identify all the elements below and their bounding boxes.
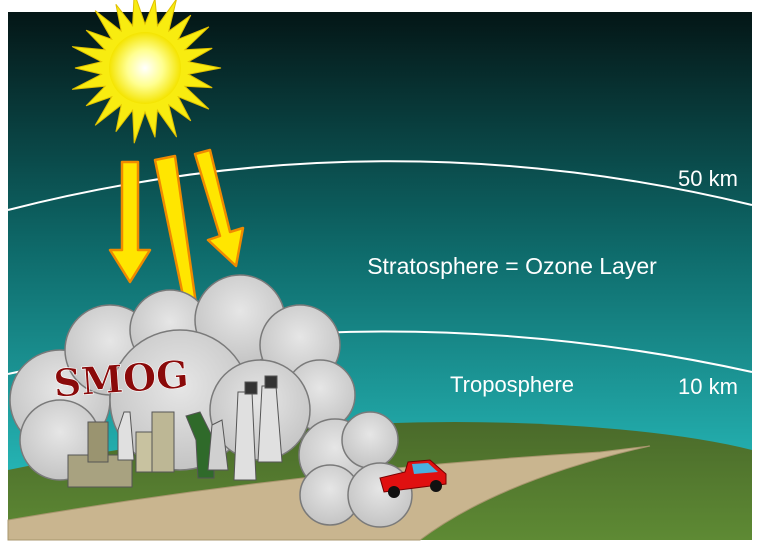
lower-altitude-label: 10 km	[678, 374, 738, 399]
troposphere-label: Troposphere	[450, 372, 574, 397]
upper-altitude-label: 50 km	[678, 166, 738, 191]
stratosphere-label: Stratosphere = Ozone Layer	[367, 253, 657, 279]
smog-label: SMOG	[52, 351, 190, 405]
page: {"labels": {"upper_altitude": "50 km", "…	[0, 0, 758, 544]
ozone-diagram: SMOG 50 km Stratosphere = Ozone Layer Tr…	[0, 0, 758, 544]
sun	[109, 32, 181, 104]
exhaust-cloud	[299, 412, 412, 527]
